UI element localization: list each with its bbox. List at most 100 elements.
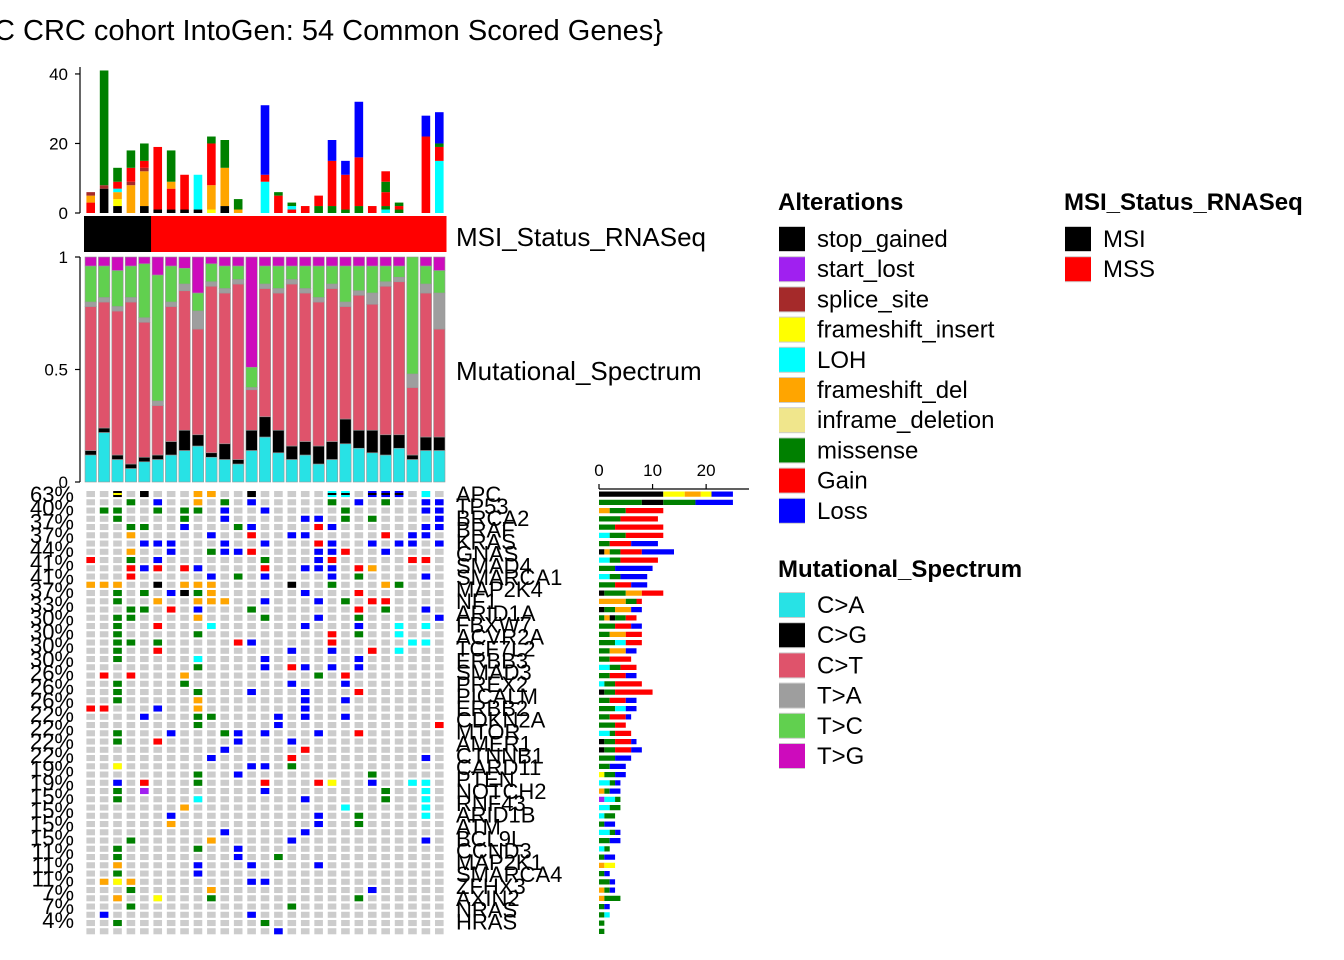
matrix-cell-bg: [287, 491, 297, 498]
matrix-cell-alteration: [434, 524, 444, 531]
matrix-cell-bg: [166, 614, 176, 621]
matrix-cell-alteration: [247, 689, 256, 696]
matrix-cell-bg: [86, 499, 96, 506]
matrix-cell-bg: [381, 656, 390, 663]
matrix-cell-alteration: [287, 581, 297, 588]
matrix-cell-bg: [99, 870, 109, 877]
matrix-cell-bg: [247, 705, 256, 712]
matrix-cell-bg: [341, 730, 350, 737]
spectrum-segment: [151, 274, 164, 402]
top-bar-segment: [113, 188, 122, 193]
matrix-cell-bg: [220, 722, 230, 729]
matrix-cell-bg: [354, 680, 364, 687]
matrix-cell-alteration: [314, 565, 323, 572]
right-bar-segment: [599, 805, 610, 811]
spectrum-segment: [258, 265, 272, 285]
matrix-cell-alteration: [207, 590, 216, 597]
matrix-cell-bg: [327, 862, 337, 869]
matrix-cell-bg: [367, 557, 377, 564]
matrix-cell-bg: [341, 590, 350, 597]
matrix-cell-alteration: [260, 920, 270, 927]
matrix-cell-bg: [99, 631, 109, 638]
gene-label: PICALM: [456, 684, 538, 709]
matrix-cell-bg: [126, 755, 136, 762]
matrix-cell-bg: [153, 821, 163, 828]
matrix-cell-alteration: [341, 713, 350, 720]
matrix-cell-bg: [341, 895, 350, 902]
matrix-cell-alteration: [394, 581, 404, 588]
percent-label: 26%: [30, 674, 74, 699]
top-bar-segment: [140, 206, 149, 213]
matrix-cell-bg: [367, 713, 377, 720]
right-bar-segment: [609, 508, 626, 514]
matrix-cell-bg: [287, 573, 297, 580]
matrix-cell-bg: [408, 573, 417, 580]
matrix-cell-bg: [274, 796, 283, 803]
matrix-cell-bg: [86, 763, 96, 770]
matrix-cell-alteration: [193, 581, 203, 588]
matrix-cell-bg: [287, 639, 297, 646]
matrix-cell-bg: [220, 705, 230, 712]
matrix-cell-alteration: [287, 837, 297, 844]
matrix-cell-bg: [220, 614, 230, 621]
matrix-cell-bg: [434, 730, 444, 737]
matrix-cell-alteration: [341, 672, 350, 679]
top-bar-segment: [327, 140, 337, 161]
matrix-cell-bg: [247, 928, 256, 935]
right-bar-segment: [599, 623, 616, 629]
msi-cell: [271, 216, 286, 252]
matrix-cell-bg: [126, 713, 136, 720]
matrix-cell-bg: [193, 647, 203, 654]
matrix-cell-bg: [220, 656, 230, 663]
matrix-cell-bg: [260, 854, 270, 861]
matrix-cell-bg: [126, 705, 136, 712]
matrix-cell-bg: [126, 854, 136, 861]
matrix-cell-bg: [193, 911, 203, 918]
matrix-cell-alteration: [153, 647, 163, 654]
matrix-cell-bg: [86, 680, 96, 687]
percent-label: 30%: [30, 633, 74, 658]
matrix-cell-bg: [113, 804, 122, 811]
matrix-cell-bg: [327, 614, 337, 621]
matrix-cell-bg: [180, 829, 189, 836]
matrix-cell-bg: [434, 623, 444, 630]
matrix-cell-bg: [180, 713, 189, 720]
matrix-cell-bg: [86, 755, 96, 762]
gene-labels: APCTP53BRCA2BRAFKRASGNASSMAD4SMARCA1MAP2…: [456, 482, 562, 935]
matrix-cell-bg: [381, 779, 390, 786]
matrix-cell-bg: [207, 631, 216, 638]
matrix-cell-alteration: [421, 812, 431, 819]
matrix-cell-bg: [193, 540, 203, 547]
spectrum-segment: [326, 288, 339, 442]
matrix-cell-bg: [367, 524, 377, 531]
matrix-cell-bg: [367, 878, 377, 885]
matrix-cell-bg: [300, 598, 310, 605]
spectrum-segment: [191, 292, 204, 312]
matrix-cell-bg: [300, 581, 310, 588]
matrix-cell-bg: [207, 647, 216, 654]
matrix-cell-bg: [354, 672, 364, 679]
matrix-cell-alteration: [287, 680, 297, 687]
matrix-cell-bg: [113, 821, 122, 828]
matrix-cell-bg: [220, 878, 230, 885]
matrix-cell-bg: [86, 664, 96, 671]
right-bar-segment: [615, 780, 621, 786]
matrix-cell-bg: [274, 524, 283, 531]
matrix-cell-alteration: [314, 598, 323, 605]
matrix-cell-bg: [207, 524, 216, 531]
matrix-cell-bg: [274, 614, 283, 621]
matrix-cell-bg: [421, 763, 431, 770]
matrix-cell-bg: [153, 837, 163, 844]
matrix-cell-alteration: [367, 515, 377, 522]
spectrum-segment: [151, 405, 164, 456]
percent-label: 11%: [32, 853, 74, 878]
matrix-cell-alteration: [180, 590, 189, 597]
matrix-cell-alteration: [341, 507, 350, 514]
spectrum-segment: [245, 387, 258, 391]
matrix-cell-alteration: [140, 540, 149, 547]
matrix-cell-alteration: [166, 812, 176, 819]
matrix-cell-bg: [408, 697, 417, 704]
matrix-cell-bg: [140, 672, 149, 679]
matrix-cell-alteration: [126, 903, 136, 910]
spectrum-segment: [352, 256, 365, 267]
